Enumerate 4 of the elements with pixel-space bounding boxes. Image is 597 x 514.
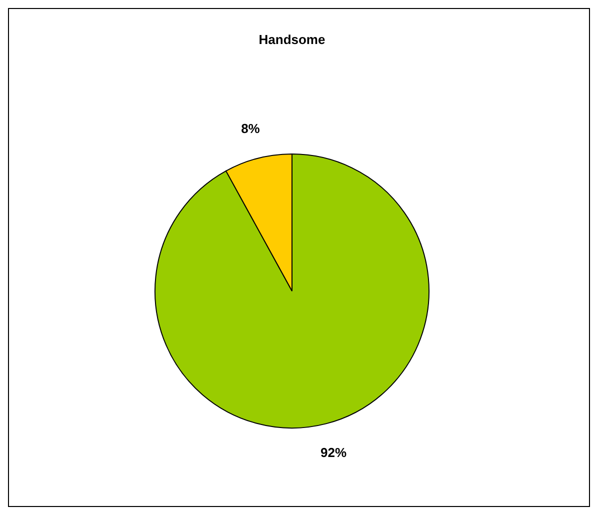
chart-title: Handsome — [258, 32, 326, 47]
data-label: 8% — [241, 121, 260, 136]
data-label: 92% — [320, 444, 347, 460]
pie-slice — [154, 154, 430, 428]
